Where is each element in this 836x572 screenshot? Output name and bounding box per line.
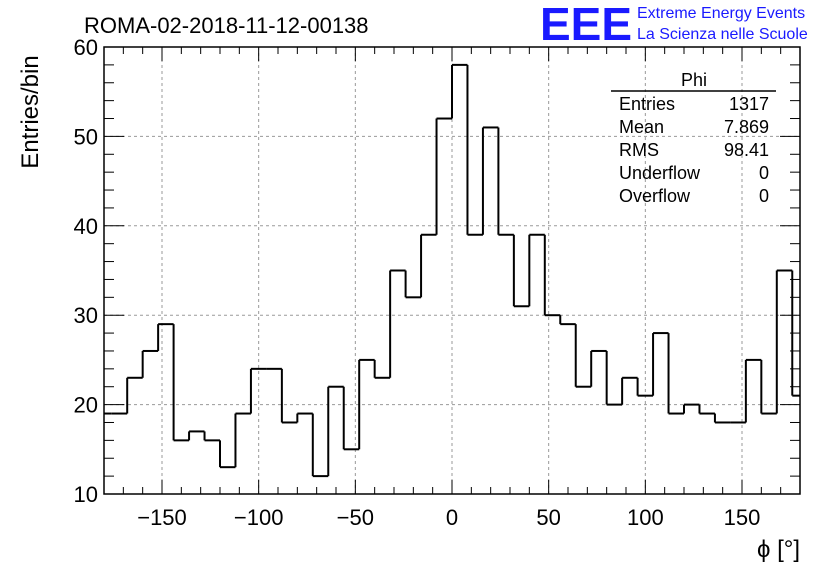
logo: EEE Extreme Energy Events La Scienza nel…: [540, 0, 808, 50]
histogram-bin: [203, 431, 220, 442]
histogram-bin: [389, 269, 406, 378]
histogram-bin: [280, 368, 298, 424]
y-tick-label: 30: [74, 303, 98, 328]
histogram-bin: [404, 270, 422, 299]
histogram-bin: [543, 234, 561, 317]
histogram-bin: [512, 234, 530, 308]
histogram-bin: [698, 404, 715, 415]
histogram-bin: [188, 430, 205, 441]
histogram-bin: [311, 413, 329, 478]
logo-line-1: Extreme Energy Events: [637, 5, 805, 22]
histogram-bin: [157, 323, 174, 351]
x-tick-label: 150: [724, 505, 761, 530]
x-tick-label: 50: [536, 505, 560, 530]
stats-value-entries: 1317: [729, 94, 769, 114]
stats-value-underflow: 0: [759, 163, 769, 183]
stats-box: Phi Entries 1317 Mean 7.869 RMS 98.41 Un…: [611, 70, 776, 206]
histogram-bin: [466, 64, 483, 236]
logo-mark: EEE: [540, 0, 632, 50]
x-axis-title: ϕ [°]: [757, 536, 800, 563]
histogram-bin: [652, 332, 669, 396]
x-tick-label: 0: [446, 505, 458, 530]
histogram-bin: [760, 359, 777, 415]
y-tick-label: 50: [74, 124, 98, 149]
stats-label-rms: RMS: [619, 140, 659, 160]
stats-value-rms: 98.41: [724, 140, 769, 160]
histogram-bin: [590, 349, 607, 387]
histogram-bin: [249, 367, 267, 414]
histogram-bin: [621, 376, 638, 405]
histogram-bin: [744, 358, 762, 423]
stats-value-mean: 7.869: [724, 117, 769, 137]
histogram-bin: [141, 349, 159, 378]
grid: [104, 46, 800, 495]
histogram-bin: [296, 412, 313, 423]
histogram-bin: [451, 63, 468, 119]
chart-title: ROMA-02-2018-11-12-00138: [84, 13, 369, 38]
x-tick-label: 100: [627, 505, 664, 530]
histogram-bin: [420, 233, 437, 298]
y-tick-label: 10: [74, 482, 98, 507]
stats-title: Phi: [681, 70, 707, 90]
axis-ticks: [103, 46, 801, 495]
histogram-bin: [327, 385, 344, 477]
x-tick-label: −100: [234, 505, 284, 530]
x-tick-label: −50: [337, 505, 374, 530]
y-tick-labels: 10 20 30 40 50 60: [74, 35, 98, 507]
y-tick-label: 60: [74, 35, 98, 60]
histogram-bin: [126, 376, 143, 414]
histogram-bin: [667, 333, 684, 415]
histogram-bin: [373, 359, 391, 379]
stats-label-underflow: Underflow: [619, 163, 701, 183]
histogram-bin: [358, 358, 375, 450]
stats-label-mean: Mean: [619, 117, 664, 137]
logo-line-2: La Scienza nelle Scuole: [637, 26, 808, 43]
histogram-bin: [559, 315, 576, 326]
histogram-bin: [683, 403, 700, 414]
histogram-bin: [219, 440, 236, 469]
histogram-bin: [435, 117, 452, 235]
histogram-bin: [342, 386, 360, 451]
stats-label-overflow: Overflow: [619, 186, 691, 206]
histogram-bin: [775, 269, 793, 414]
stats-label-entries: Entries: [619, 94, 675, 114]
histogram-bin: [172, 324, 190, 442]
histogram-bin: [636, 377, 654, 397]
stats-value-overflow: 0: [759, 186, 769, 206]
histogram-bin: [713, 413, 731, 424]
x-tick-labels: −150 −100 −50 0 50 100 150: [137, 505, 760, 530]
histogram-bin: [234, 412, 251, 468]
y-tick-label: 40: [74, 214, 98, 239]
histogram-bin: [497, 127, 514, 236]
histogram-bin: [574, 324, 592, 388]
histogram-bin: [605, 350, 623, 406]
y-axis-title: Entries/bin: [17, 55, 44, 168]
histogram-bin: [481, 126, 499, 235]
y-tick-label: 20: [74, 393, 98, 418]
histogram-bins: [104, 63, 800, 478]
x-tick-label: −150: [137, 505, 187, 530]
histogram-bin: [528, 233, 545, 307]
